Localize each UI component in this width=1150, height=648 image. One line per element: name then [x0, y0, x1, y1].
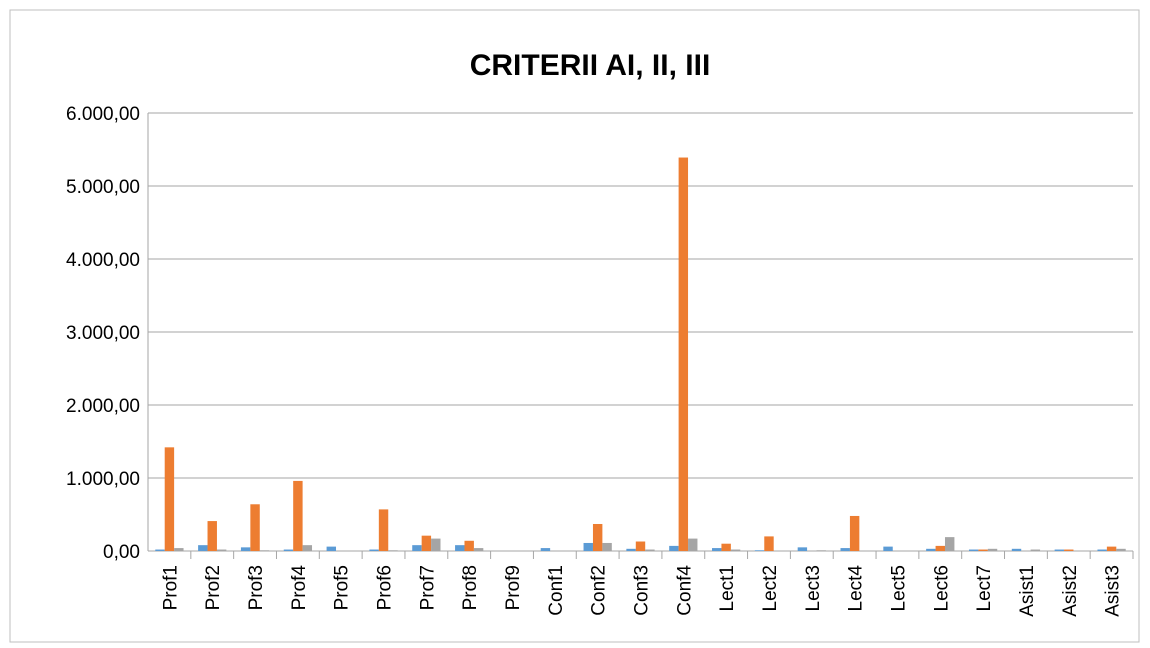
- bar: [250, 504, 260, 551]
- x-tick-label: Lect7: [974, 565, 995, 611]
- bar: [207, 521, 217, 551]
- bar: [1116, 548, 1126, 551]
- bar: [378, 509, 389, 551]
- bar: [840, 548, 850, 551]
- x-tick-label: Conf2: [589, 565, 610, 616]
- bar: [473, 548, 484, 551]
- bar: [678, 157, 689, 551]
- x-tick-label: Prof7: [417, 565, 438, 610]
- chart-border: [9, 9, 1140, 643]
- bar: [412, 545, 422, 551]
- y-tick-label: 5.000,00: [66, 177, 140, 198]
- bar: [259, 550, 270, 551]
- bar: [688, 538, 698, 551]
- bar: [540, 548, 551, 551]
- bar: [198, 545, 208, 551]
- x-tick-label: Asist3: [1103, 565, 1124, 617]
- x-tick-label: Prof5: [332, 565, 353, 610]
- bar: [326, 546, 337, 551]
- bar: [293, 480, 303, 551]
- bar: [712, 548, 722, 551]
- x-tick-label: Lect1: [717, 565, 738, 611]
- bar: [849, 515, 860, 551]
- bar: [1106, 546, 1117, 551]
- x-tick-label: Prof9: [503, 565, 524, 610]
- y-tick-label: 1.000,00: [66, 469, 140, 490]
- bar: [1030, 549, 1041, 551]
- bar: [592, 523, 603, 551]
- bar: [283, 549, 294, 551]
- x-tick-label: Conf3: [632, 565, 653, 616]
- y-tick-label: 3.000,00: [66, 323, 140, 344]
- bar: [1054, 549, 1065, 551]
- bar: [816, 550, 826, 551]
- bar: [369, 549, 379, 551]
- x-tick-label: Prof8: [460, 565, 481, 610]
- bar: [464, 540, 474, 551]
- bar: [645, 549, 655, 551]
- bar: [669, 545, 679, 551]
- x-tick-label: Lect6: [931, 565, 952, 611]
- bar: [1097, 549, 1107, 551]
- x-tick-label: Asist2: [1060, 565, 1081, 617]
- x-tick-label: Prof4: [289, 565, 310, 611]
- x-tick-label: Lect2: [760, 565, 781, 611]
- y-tick-label: 2.000,00: [66, 396, 140, 417]
- bar: [626, 548, 636, 551]
- bar: [635, 541, 646, 551]
- x-tick-label: Lect4: [846, 565, 867, 612]
- y-tick-label: 4.000,00: [66, 250, 140, 271]
- x-tick-label: Conf1: [546, 565, 567, 616]
- bar: [730, 549, 741, 551]
- bar: [455, 545, 465, 551]
- bar: [978, 549, 988, 551]
- x-tick-label: Conf4: [674, 565, 695, 616]
- bar: [926, 548, 936, 551]
- bar: [1011, 548, 1022, 551]
- bar: [421, 535, 432, 551]
- chart-title: CRITERII AI, II, III: [470, 49, 711, 82]
- bar: [240, 547, 251, 551]
- bar: [1064, 549, 1074, 551]
- bar: [987, 548, 998, 551]
- bar: [797, 547, 808, 551]
- bar: [721, 543, 731, 551]
- bar: [968, 549, 979, 551]
- bar: [602, 542, 612, 551]
- y-tick-label: 6.000,00: [66, 104, 140, 125]
- y-tick-label: 0,00: [103, 542, 140, 563]
- x-tick-label: Prof3: [246, 565, 267, 610]
- bar: [216, 549, 227, 551]
- bar: [583, 542, 593, 551]
- x-tick-label: Prof6: [375, 565, 396, 610]
- x-tick-label: Prof1: [160, 565, 181, 610]
- bar: [431, 538, 441, 551]
- x-tick-label: Lect5: [888, 565, 909, 611]
- bar: [388, 550, 398, 551]
- x-tick-label: Asist1: [1017, 565, 1038, 617]
- bar: [155, 549, 165, 551]
- bar: [764, 536, 774, 551]
- bar: [883, 546, 893, 551]
- bar: [754, 550, 765, 551]
- bar: [302, 545, 313, 551]
- bar: [164, 447, 175, 551]
- bar: [944, 537, 955, 551]
- x-tick-label: Lect3: [803, 565, 824, 611]
- bar: [174, 548, 184, 551]
- x-tick-label: Prof2: [203, 565, 224, 610]
- bar: [935, 545, 945, 551]
